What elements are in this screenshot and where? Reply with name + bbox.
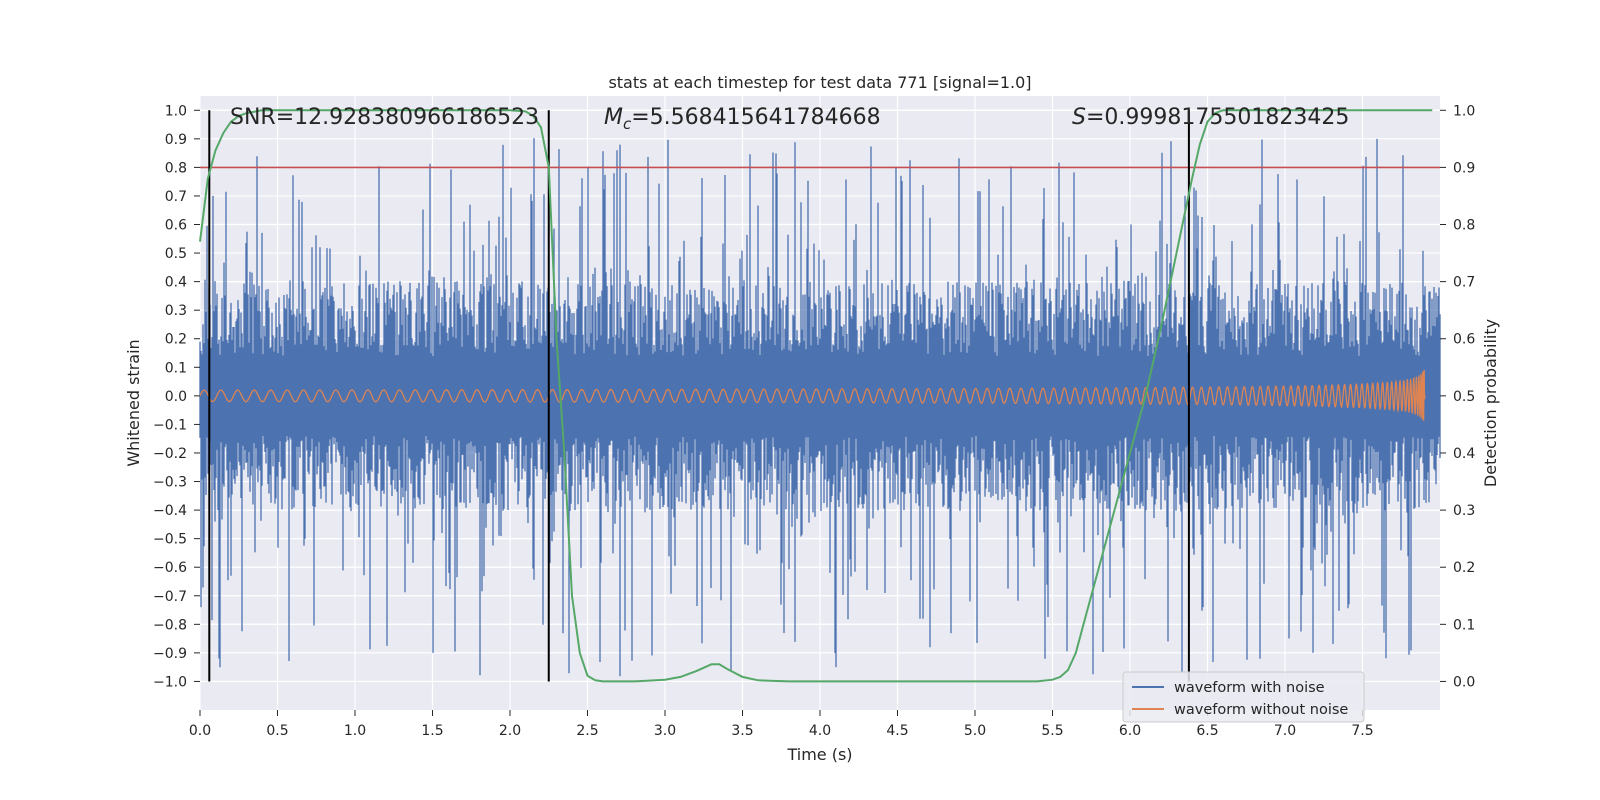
x-tick-label: 0.0 <box>189 723 211 739</box>
score-symbol: S <box>1072 105 1086 130</box>
y-right-tick-label: 0.1 <box>1453 617 1475 633</box>
chirp-mass-value: =5.568415641784668 <box>631 105 880 130</box>
x-tick-label: 5.0 <box>964 723 986 739</box>
x-tick-label: 1.0 <box>344 723 366 739</box>
x-tick-label: 5.5 <box>1041 723 1063 739</box>
y-axis-label-left: Whitened strain <box>124 339 143 466</box>
y-left-tick-label: 0.0 <box>165 389 187 405</box>
score-annotation: S=0.9998175501823425 <box>1072 105 1349 130</box>
y-right-tick-label: 0.0 <box>1453 674 1475 690</box>
x-tick-label: 1.5 <box>421 723 443 739</box>
legend: waveform with noise waveform without noi… <box>1122 671 1365 723</box>
x-tick-label: 7.0 <box>1274 723 1296 739</box>
x-tick-label: 7.5 <box>1351 723 1373 739</box>
y-left-tick-label: −0.5 <box>153 532 187 548</box>
y-left-tick-label: −0.9 <box>153 646 187 662</box>
y-right-tick-label: 0.9 <box>1453 160 1475 176</box>
y-left-tick-label: 1.0 <box>165 103 187 119</box>
y-right-tick-label: 0.6 <box>1453 332 1475 348</box>
x-tick-label: 0.5 <box>266 723 288 739</box>
y-left-tick-label: −1.0 <box>153 674 187 690</box>
y-axis-label-right: Detection probability <box>1481 319 1500 487</box>
x-tick-label: 2.0 <box>499 723 521 739</box>
y-right-tick-label: 0.4 <box>1453 446 1475 462</box>
legend-label-noisy: waveform with noise <box>1174 680 1325 696</box>
x-tick-label: 6.5 <box>1196 723 1218 739</box>
x-tick-label: 3.0 <box>654 723 676 739</box>
y-right-tick-label: 0.8 <box>1453 218 1475 234</box>
axes: 0.0 0.5 1.0 1.5 2.0 2.5 3.0 3.5 4.0 4.5 5.0 5.5 6.0 6… <box>153 103 1475 739</box>
chirp-mass-symbol: M <box>604 105 623 130</box>
detection-probability-line <box>199 109 1433 683</box>
y-left-tick-label: 0.8 <box>165 160 187 176</box>
y-left-tick-label: 0.6 <box>165 218 187 234</box>
y-left-tick-label: −0.3 <box>153 475 187 491</box>
legend-label-clean: waveform without noise <box>1174 702 1348 718</box>
chart-title: stats at each timestep for test data 771… <box>608 73 1031 92</box>
y-left-tick-label: −0.2 <box>153 446 187 462</box>
waveform-without-noise-series <box>199 369 1426 421</box>
score-value: =0.9998175501823425 <box>1086 105 1349 130</box>
x-tick-label: 4.5 <box>886 723 908 739</box>
overlay-lines <box>199 109 1440 683</box>
waveform-without-noise-line <box>199 369 1426 421</box>
snr-annotation: SNR=12.928380966186523 <box>230 105 539 130</box>
y-left-tick-label: 0.1 <box>165 360 187 376</box>
x-tick-label: 2.5 <box>576 723 598 739</box>
y-left-tick-label: 0.7 <box>165 189 187 205</box>
y-right-tick-label: 0.7 <box>1453 275 1475 291</box>
chirp-mass-subscript: c <box>623 115 632 133</box>
y-left-tick-label: 0.4 <box>165 275 187 291</box>
y-left-tick-label: −0.1 <box>153 417 187 433</box>
y-left-tick-label: −0.4 <box>153 503 187 519</box>
x-axis-label: Time (s) <box>786 745 852 764</box>
chirp-mass-annotation: Mc=5.568415641784668 <box>604 105 881 133</box>
y-right-tick-label: 0.3 <box>1453 503 1475 519</box>
y-left-tick-label: 0.2 <box>165 332 187 348</box>
x-tick-label: 6.0 <box>1119 723 1141 739</box>
y-right-tick-label: 0.2 <box>1453 560 1475 576</box>
y-left-tick-label: −0.6 <box>153 560 187 576</box>
legend-box <box>1122 671 1365 723</box>
y-left-tick-label: −0.8 <box>153 617 187 633</box>
y-left-tick-label: −0.7 <box>153 589 187 605</box>
x-tick-label: 4.0 <box>809 723 831 739</box>
y-left-tick-label: 0.5 <box>165 246 187 262</box>
y-left-tick-label: 0.3 <box>165 303 187 319</box>
y-right-tick-label: 0.5 <box>1453 389 1475 405</box>
x-tick-label: 3.5 <box>731 723 753 739</box>
y-right-tick-label: 1.0 <box>1453 103 1475 119</box>
y-left-tick-label: 0.9 <box>165 132 187 148</box>
